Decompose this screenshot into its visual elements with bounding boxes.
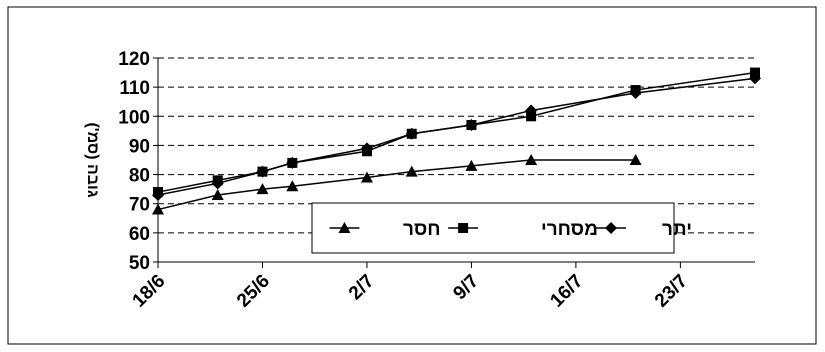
data-point-triangle [629,154,642,165]
axes [153,57,755,268]
data-point-square [466,120,477,131]
data-point-square [212,175,223,186]
legend: יתר מסחרי חסר [311,202,692,254]
data-point-triangle [525,154,538,165]
data-point-square [526,111,537,122]
series-line [157,77,756,196]
series-triangle [152,154,642,215]
data-point-square [406,128,417,139]
data-point-triangle [256,183,269,195]
y-tick-label: 120 [118,49,150,70]
y-tick-labels: 50 60 70 80 90 100 110 120 [118,49,150,274]
legend-label: מסחרי [541,219,598,240]
data-point-triangle [152,203,164,215]
data-point-square [153,187,163,198]
legend-marker-triangle [338,222,351,233]
y-tick-label: 50 [129,253,150,274]
data-point-square [287,157,298,168]
data-point-square [361,146,372,157]
y-tick-label: 100 [118,107,150,128]
data-point-square [630,85,641,96]
legend-marker-diamond [605,222,618,234]
legend-marker-square [458,223,469,233]
y-tick-label: 70 [129,195,150,216]
series-group [152,67,761,215]
y-tick-label: 110 [119,78,150,99]
data-point-triangle [405,165,418,177]
data-point-square [257,166,268,177]
data-point-triangle [465,159,478,171]
y-tick-label: 60 [129,224,150,245]
data-point-triangle [286,180,299,192]
legend-label: יתר [662,219,692,240]
series-square [153,67,760,198]
y-axis-label: גובה (סמ') [84,122,101,197]
data-point-triangle [360,171,373,183]
data-point-square [750,67,760,78]
y-tick-label: 80 [129,166,150,187]
legend-label: חסר [403,219,441,240]
series-line [157,71,756,193]
data-point-triangle [211,188,224,200]
y-tick-label: 90 [129,136,150,157]
